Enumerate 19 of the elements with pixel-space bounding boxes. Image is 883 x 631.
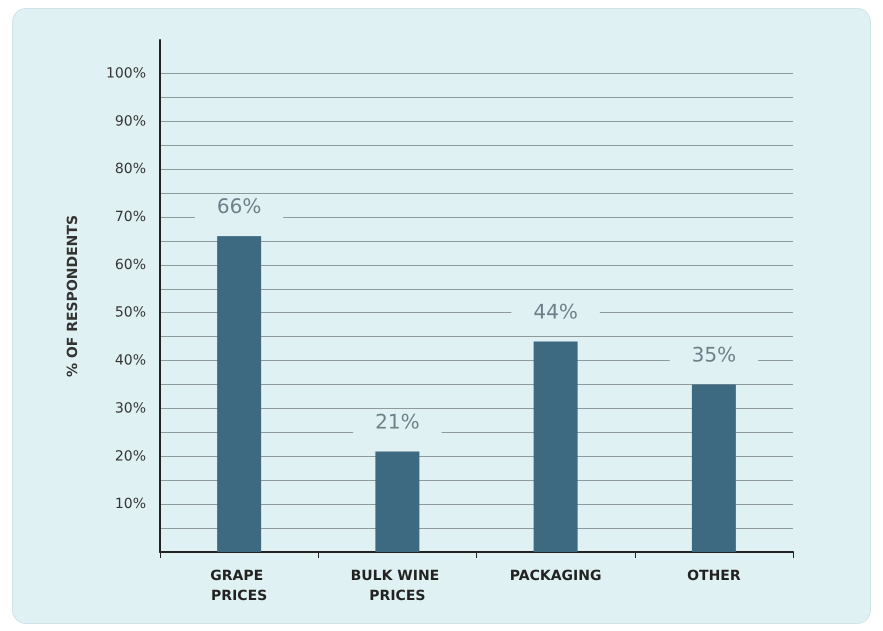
data-label: 21%	[375, 410, 420, 434]
x-tick-label: GRAPE PRICES	[210, 568, 268, 604]
x-tick-label: BULK WINE PRICES	[350, 568, 444, 604]
data-label: 66%	[216, 194, 262, 218]
data-label: 44%	[533, 299, 578, 324]
y-tick-label: 100%	[106, 65, 146, 82]
y-tick-label: 70%	[114, 209, 146, 226]
y-tick-label: 60%	[114, 256, 146, 273]
y-tick-label: 50%	[114, 304, 146, 321]
y-tick-label: 20%	[114, 448, 146, 464]
x-tick-label: OTHER	[687, 568, 741, 584]
y-tick-label: 90%	[114, 113, 146, 130]
y-tick-label: 30%	[114, 400, 146, 416]
y-tick-label: 10%	[114, 496, 146, 512]
y-tick-label: 40%	[114, 352, 146, 369]
y-axis-title: % OF RESPONDENTS	[65, 214, 81, 378]
y-tick-label: 80%	[114, 161, 146, 178]
x-tick-label: PACKAGING	[510, 568, 602, 584]
data-label: 35%	[692, 342, 736, 367]
